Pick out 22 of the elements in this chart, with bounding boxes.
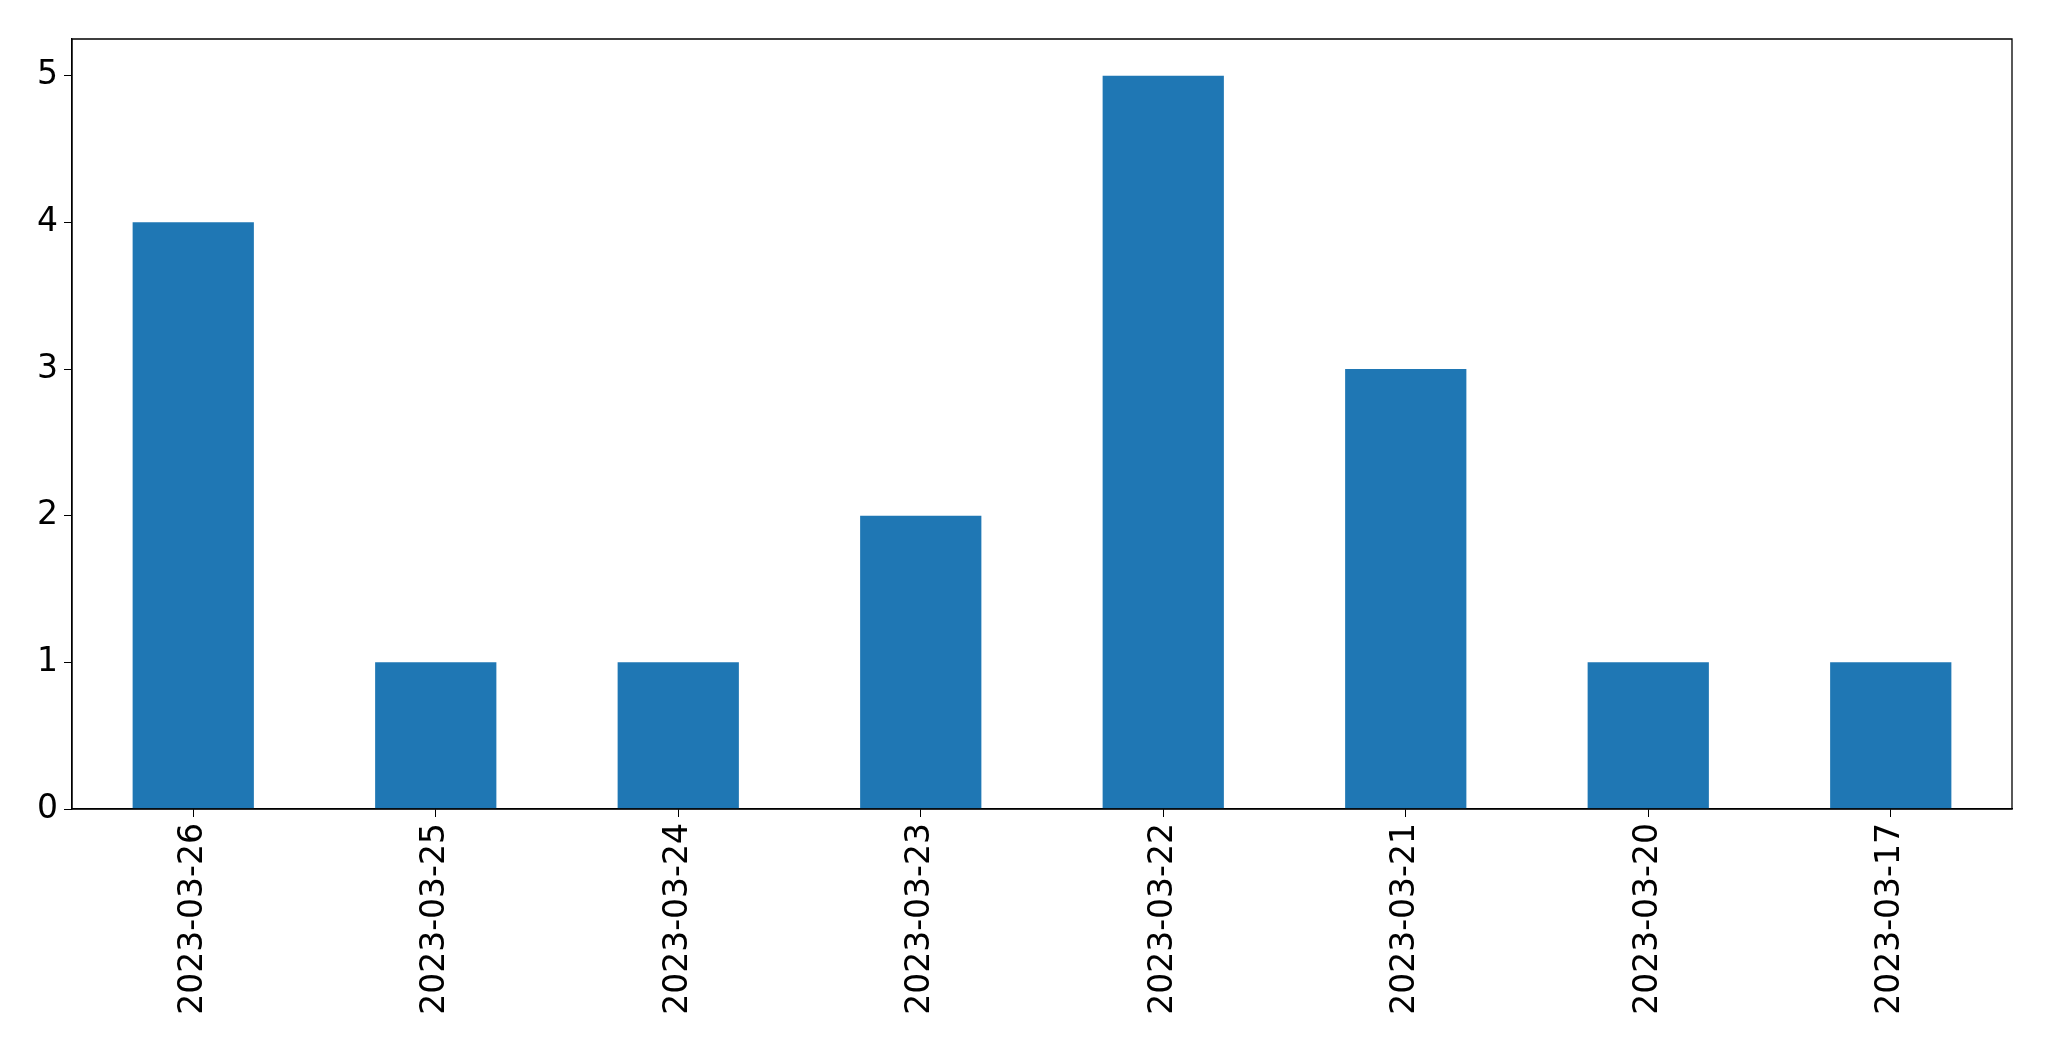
bar [1587, 662, 1709, 809]
y-tick-label: 2 [37, 493, 58, 533]
x-tick-label: 2023-03-21 [1383, 823, 1423, 1015]
bar [617, 662, 739, 809]
bar [1830, 662, 1952, 809]
x-tick-label: 2023-03-25 [413, 823, 453, 1015]
y-tick-label: 4 [37, 199, 58, 239]
x-tick-label: 2023-03-24 [655, 823, 695, 1015]
bar [1102, 75, 1224, 809]
x-tick-label: 2023-03-22 [1140, 823, 1180, 1015]
y-tick-label: 1 [37, 639, 58, 679]
x-tick-label: 2023-03-23 [898, 823, 938, 1015]
bar [132, 222, 254, 809]
y-tick-label: 3 [37, 346, 58, 386]
bar [860, 515, 982, 809]
x-tick-label: 2023-03-20 [1625, 823, 1665, 1015]
y-tick-label: 5 [37, 53, 58, 93]
bar [1345, 369, 1467, 809]
bar [375, 662, 497, 809]
y-tick-label: 0 [37, 786, 58, 826]
x-tick-label: 2023-03-26 [170, 823, 210, 1015]
x-tick-label: 2023-03-17 [1868, 823, 1908, 1015]
